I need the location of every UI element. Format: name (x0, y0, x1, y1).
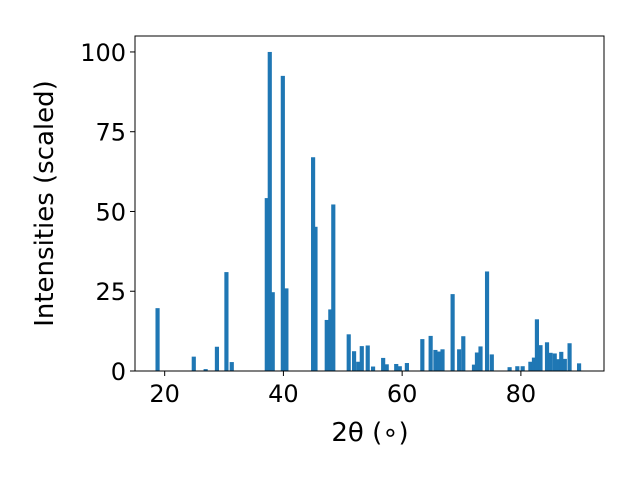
y-axis-ticks: 0 25 50 75 100 (80, 39, 135, 386)
y-axis-label: Intensities (scaled) (30, 80, 60, 327)
bar (534, 319, 539, 371)
bar (520, 366, 525, 371)
bar (420, 339, 425, 371)
bar (203, 369, 208, 371)
bar (404, 363, 409, 371)
x-tick-label: 60 (387, 380, 418, 408)
bar (548, 352, 553, 371)
bar (264, 198, 269, 371)
bar (280, 75, 285, 371)
y-tick-label: 100 (80, 39, 126, 67)
bar (324, 319, 329, 371)
bar (559, 351, 564, 371)
bar (331, 204, 336, 371)
bar (436, 351, 442, 371)
bar (370, 366, 376, 371)
bar (478, 346, 483, 371)
y-tick-label: 50 (95, 198, 126, 226)
bar (450, 294, 455, 371)
bar (576, 363, 582, 371)
bar (267, 51, 272, 371)
bar (515, 366, 520, 371)
bar (433, 349, 438, 371)
bar (538, 345, 543, 371)
y-tick-label: 0 (111, 358, 126, 386)
bar (457, 349, 462, 371)
bar (461, 336, 466, 371)
bar (155, 308, 160, 371)
bar (351, 351, 357, 371)
bar (384, 364, 389, 371)
bar (428, 335, 433, 371)
bar (346, 334, 351, 371)
bar (440, 349, 445, 371)
plot-frame (134, 35, 605, 372)
x-axis-label: 2θ (∘) (331, 418, 408, 448)
bar (567, 343, 572, 371)
bar (311, 157, 316, 371)
bar (284, 288, 289, 371)
bar (471, 364, 477, 371)
y-tick-label: 25 (95, 278, 126, 306)
bar (191, 356, 196, 371)
bar (544, 342, 550, 371)
bar (270, 292, 275, 371)
bar (556, 359, 561, 371)
bars-group (155, 51, 582, 371)
x-tick-label: 80 (506, 380, 537, 408)
bar (356, 361, 361, 371)
bar (474, 352, 480, 371)
bar (214, 346, 220, 371)
bar (397, 366, 402, 371)
bar (531, 357, 537, 371)
bar (229, 362, 234, 371)
y-tick-label: 75 (95, 119, 126, 147)
bar (552, 353, 557, 371)
bar (381, 357, 386, 371)
bar (489, 354, 494, 371)
bar (359, 346, 364, 371)
x-tick-label: 40 (268, 380, 299, 408)
x-axis-ticks: 20 40 60 80 (149, 371, 536, 408)
x-tick-label: 20 (149, 380, 180, 408)
bar (484, 271, 490, 371)
bar (224, 272, 229, 371)
bar (528, 361, 533, 371)
bar (365, 345, 370, 371)
bar (328, 309, 333, 371)
bar (394, 363, 399, 371)
bar (562, 358, 567, 371)
bar (507, 367, 512, 371)
bar (313, 226, 318, 371)
